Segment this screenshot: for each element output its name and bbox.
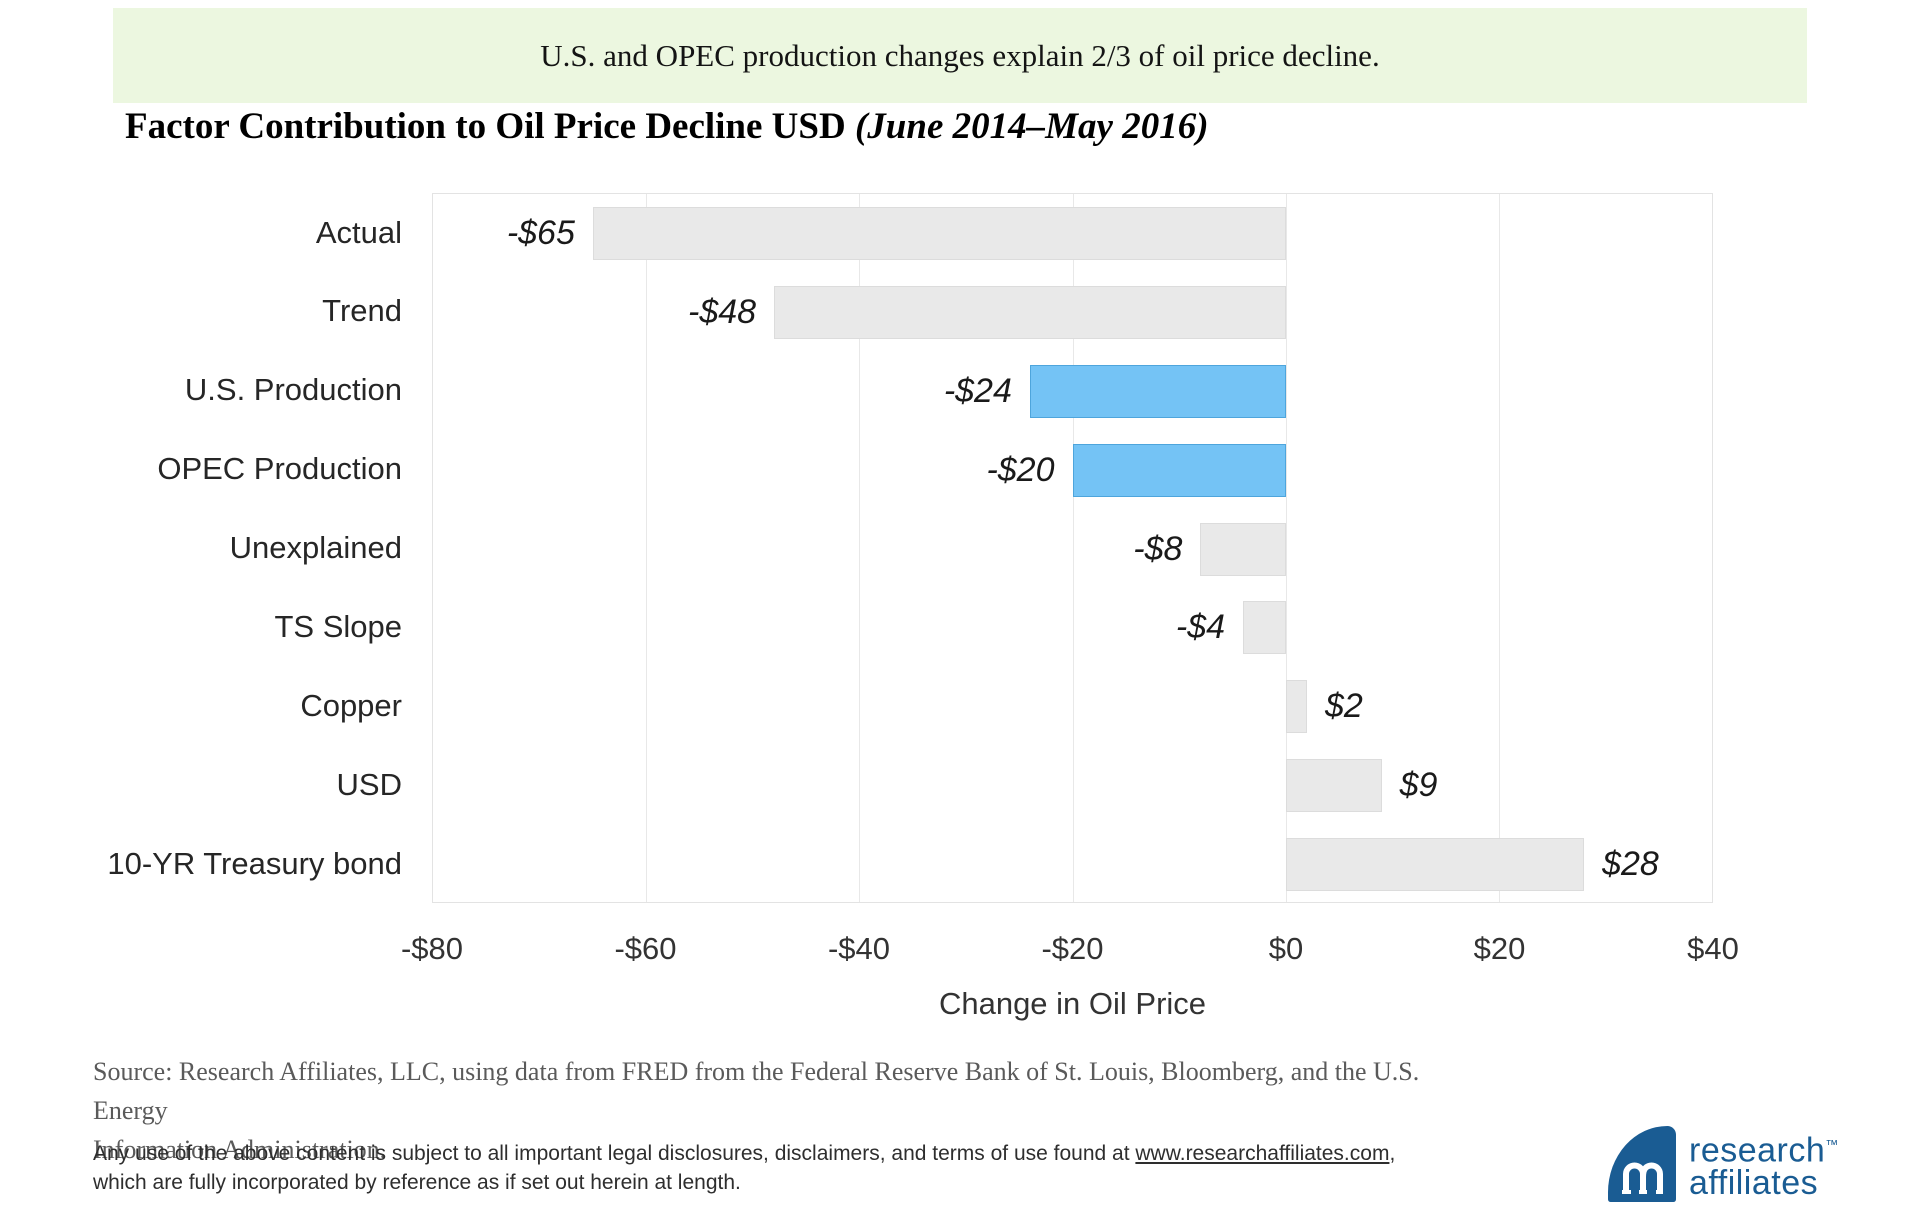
legal-line-1: Any use of the above content is subject … (93, 1139, 1493, 1168)
category-label-ts-slope: TS Slope (274, 608, 402, 644)
headline-banner: U.S. and OPEC production changes explain… (113, 8, 1807, 103)
gridline-20 (1072, 194, 1074, 902)
research-affiliates-link[interactable]: www.researchaffiliates.com (1135, 1142, 1390, 1165)
research-affiliates-logo: research™ affiliates (1608, 1126, 1838, 1202)
chart-title: Factor Contribution to Oil Price Decline… (125, 105, 1209, 148)
category-label-10-yr-treasury-bond: 10-YR Treasury bond (107, 845, 402, 881)
logo-line-1: research™ (1689, 1131, 1839, 1170)
category-label-actual: Actual (315, 214, 402, 250)
bar-value-opec-production: -$20 (986, 450, 1055, 489)
category-label-copper: Copper (300, 687, 402, 723)
x-tick-label-40: $40 (1687, 931, 1739, 966)
bar-value-copper: $2 (1324, 687, 1363, 726)
category-label-u-s-production: U.S. Production (184, 372, 402, 408)
ra-monogram-icon (1622, 1162, 1663, 1194)
gridline-40 (859, 194, 861, 902)
x-tick-label-20: $20 (1473, 931, 1526, 966)
x-tick-label-0: $0 (1268, 931, 1304, 966)
legal-disclaimer: Any use of the above content is subject … (93, 1139, 1493, 1197)
logo-line-2: affiliates (1689, 1164, 1819, 1203)
x-tick-label-60: -$60 (614, 931, 677, 966)
x-tick-label-20: -$20 (1041, 931, 1104, 966)
x-tick-label-40: -$40 (827, 931, 891, 966)
source-line-2: Information Administration. (93, 1135, 387, 1164)
plot-area: -$65 -$48 -$24 -$20 -$8 -$4 $2 $9 $28 (432, 193, 1713, 903)
legal-text-after-link: , (1389, 1142, 1396, 1165)
bar-usd (1285, 759, 1382, 813)
bar-u-s-production (1029, 364, 1286, 418)
bar-10-yr-treasury-bond (1285, 838, 1585, 892)
gridline-60 (646, 194, 648, 902)
chart-title-main: Factor Contribution to Oil Price Decline… (125, 106, 855, 147)
trademark-symbol: ™ (1825, 1136, 1839, 1152)
research-affiliates-logo-icon (1608, 1126, 1676, 1202)
bar-trend (774, 285, 1286, 339)
chart-title-period: (June 2014–May 2016) (854, 106, 1209, 147)
bar-ts-slope (1243, 601, 1286, 655)
bar-value-u-s-production: -$24 (943, 371, 1012, 410)
headline-text: U.S. and OPEC production changes explain… (540, 37, 1380, 73)
source-line-1: Source: Research Affiliates, LLC, using … (93, 1057, 1420, 1125)
bar-value-10-yr-treasury-bond: $28 (1602, 845, 1659, 884)
legal-text-before-link: Any use of the above content is subject … (93, 1142, 1136, 1165)
bar-actual (592, 207, 1286, 260)
gridline-20 (1498, 194, 1500, 902)
bar-value-unexplained: -$8 (1133, 529, 1183, 568)
legal-line-2: which are fully incorporated by referenc… (93, 1171, 741, 1194)
gridline-0 (1285, 194, 1287, 902)
x-axis-title: Change in Oil Price (938, 986, 1207, 1021)
category-axis: Actual Trend U.S. Production OPEC Productio… (0, 193, 402, 903)
category-label-opec-production: OPEC Production (157, 451, 402, 487)
category-label-unexplained: Unexplained (229, 530, 402, 566)
bar-value-trend: -$48 (688, 292, 757, 331)
bar-unexplained (1200, 522, 1286, 576)
category-label-trend: Trend (322, 293, 402, 329)
research-affiliates-wordmark: research™ affiliates (1689, 1128, 1838, 1200)
source-note: Source: Research Affiliates, LLC, using … (93, 1052, 1493, 1169)
category-label-usd: USD (336, 766, 402, 802)
bar-value-ts-slope: -$4 (1175, 608, 1226, 647)
bar-value-actual: -$65 (506, 214, 575, 252)
bar-value-usd: $9 (1399, 766, 1438, 805)
x-axis: -$80 -$60 -$40 -$20 $0 $20 $40 (401, 903, 1739, 983)
x-tick-label-80: -$80 (400, 931, 464, 966)
bar-opec-production (1072, 443, 1286, 497)
bar-copper (1285, 680, 1307, 734)
